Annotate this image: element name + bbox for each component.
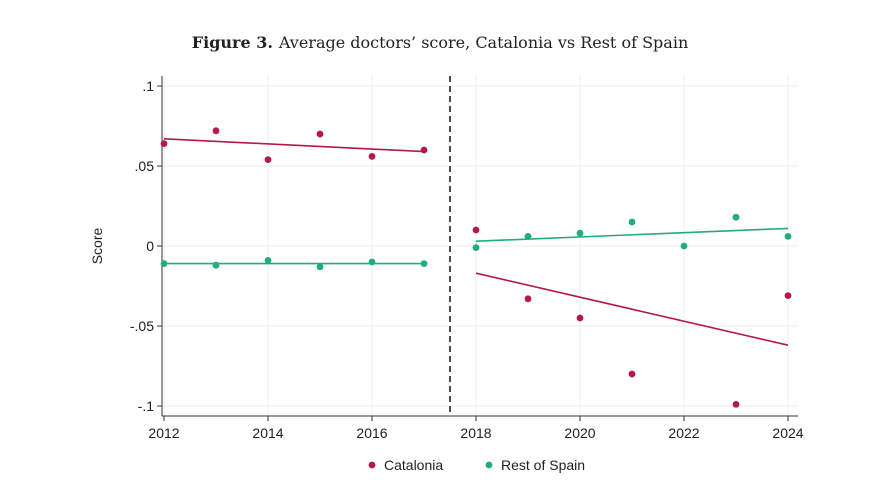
- data-point-catalonia: [160, 140, 168, 148]
- y-tick-label: 0: [146, 238, 154, 254]
- y-axis-label: Score: [89, 228, 105, 265]
- data-point-rest-of-spain: [368, 258, 376, 266]
- data-point-rest-of-spain: [264, 257, 272, 264]
- x-tick-label: 2012: [148, 425, 179, 441]
- data-point-catalonia: [524, 295, 532, 303]
- legend: Catalonia Rest of Spain: [368, 457, 585, 473]
- data-point-catalonia: [732, 401, 740, 408]
- legend-marker-catalonia: [368, 461, 376, 469]
- y-tick-label: -.05: [130, 318, 154, 334]
- data-point-rest-of-spain: [628, 218, 636, 226]
- data-point-catalonia: [316, 130, 324, 138]
- x-tick-label: 2018: [460, 425, 491, 441]
- x-tick-label: 2022: [668, 425, 699, 441]
- x-tick-label: 2024: [772, 425, 803, 441]
- data-point-rest-of-spain: [472, 244, 480, 252]
- data-point-rest-of-spain: [576, 229, 584, 237]
- data-point-catalonia: [368, 153, 376, 160]
- y-tick-label: .05: [135, 158, 155, 174]
- chart-title: Figure 3. Average doctors’ score, Catalon…: [192, 33, 689, 52]
- plot-area: 2012 2014 2016 2018 2020 2022 2024 .1 .05 0 -.05 -.…: [89, 76, 804, 441]
- y-tick-label: -.1: [138, 398, 155, 414]
- data-point-catalonia: [420, 146, 428, 154]
- data-point-rest-of-spain: [160, 260, 168, 267]
- data-point-rest-of-spain: [316, 263, 324, 271]
- data-point-catalonia: [472, 226, 480, 234]
- data-point-catalonia: [784, 292, 792, 299]
- y-tick-label: .1: [142, 78, 154, 94]
- x-tick-label: 2014: [252, 425, 283, 441]
- fit-line-rest-of-spain: [475, 227, 789, 242]
- data-point-rest-of-spain: [732, 213, 740, 221]
- chart-title-text: Average doctors’ score, Catalonia vs Res…: [278, 33, 688, 52]
- fit-line-catalonia: [163, 138, 425, 153]
- data-point-catalonia: [576, 314, 584, 322]
- x-tick-label: 2020: [564, 425, 595, 441]
- fit-line-catalonia: [475, 272, 789, 346]
- data-point-catalonia: [264, 156, 272, 164]
- data-point-rest-of-spain: [420, 260, 428, 267]
- chart-title-prefix: Figure 3.: [192, 33, 273, 52]
- legend-label-rest-of-spain: Rest of Spain: [501, 457, 585, 473]
- data-point-catalonia: [212, 127, 220, 135]
- legend-marker-rest-of-spain: [485, 461, 493, 469]
- data-point-rest-of-spain: [680, 242, 688, 250]
- data-point-rest-of-spain: [212, 261, 220, 269]
- data-point-rest-of-spain: [524, 233, 532, 240]
- data-point-rest-of-spain: [784, 233, 792, 240]
- data-point-catalonia: [628, 370, 636, 378]
- x-tick-label: 2016: [356, 425, 387, 441]
- legend-label-catalonia: Catalonia: [384, 457, 443, 473]
